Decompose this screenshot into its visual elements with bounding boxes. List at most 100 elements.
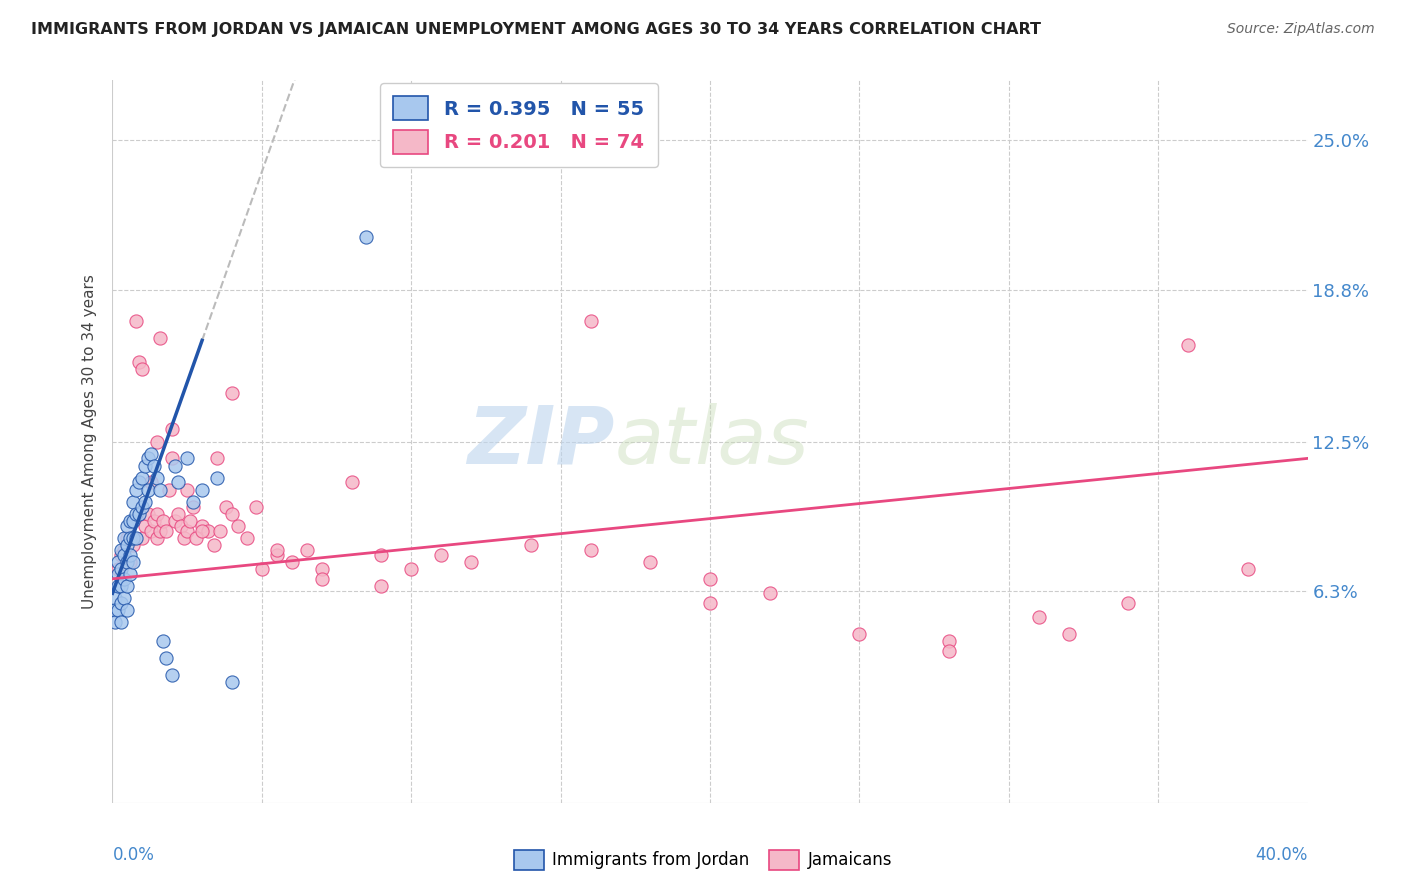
Point	[938, 644, 960, 658]
Point	[117, 555, 139, 569]
Point	[430, 548, 453, 562]
Point	[122, 514, 145, 528]
Point	[266, 548, 288, 562]
Point	[117, 579, 139, 593]
Point	[114, 542, 135, 557]
Point	[236, 531, 259, 545]
Point	[181, 494, 204, 508]
Point	[221, 386, 243, 401]
Point	[128, 507, 150, 521]
Point	[226, 519, 249, 533]
Point	[122, 538, 145, 552]
Point	[104, 603, 127, 617]
Point	[191, 483, 214, 497]
Point	[134, 494, 156, 508]
Point	[370, 579, 392, 593]
Point	[162, 668, 183, 682]
Point	[149, 483, 172, 497]
Point	[107, 562, 129, 576]
Point	[165, 514, 187, 528]
Point	[167, 507, 190, 521]
Point	[122, 555, 145, 569]
Point	[215, 500, 238, 514]
Point	[1057, 627, 1080, 641]
Point	[138, 451, 160, 466]
Point	[120, 567, 142, 582]
Legend: R = 0.395   N = 55, R = 0.201   N = 74: R = 0.395 N = 55, R = 0.201 N = 74	[380, 83, 658, 167]
Point	[138, 507, 160, 521]
Point	[117, 531, 139, 545]
Point	[134, 519, 156, 533]
Point	[266, 542, 288, 557]
Point	[162, 451, 183, 466]
Point	[191, 524, 214, 538]
Point	[114, 572, 135, 586]
Point	[107, 603, 129, 617]
Point	[131, 362, 153, 376]
Point	[186, 531, 208, 545]
Text: atlas: atlas	[614, 402, 810, 481]
Point	[117, 519, 139, 533]
Point	[110, 596, 132, 610]
Point	[131, 500, 153, 514]
Point	[370, 548, 392, 562]
Point	[141, 447, 163, 461]
Point	[122, 494, 145, 508]
Point	[170, 519, 193, 533]
Point	[197, 524, 219, 538]
Point	[143, 458, 166, 473]
Point	[120, 548, 142, 562]
Point	[167, 475, 190, 490]
Point	[114, 548, 135, 562]
Point	[107, 579, 129, 593]
Text: ZIP: ZIP	[467, 402, 614, 481]
Point	[128, 475, 150, 490]
Point	[110, 542, 132, 557]
Point	[120, 531, 142, 545]
Point	[131, 471, 153, 485]
Point	[149, 524, 172, 538]
Point	[138, 483, 160, 497]
Point	[146, 507, 169, 521]
Point	[146, 434, 169, 449]
Point	[356, 230, 378, 244]
Point	[146, 471, 169, 485]
Point	[579, 542, 602, 557]
Point	[209, 524, 232, 538]
Point	[110, 615, 132, 630]
Point	[165, 458, 187, 473]
Point	[146, 531, 169, 545]
Point	[1237, 562, 1260, 576]
Point	[173, 531, 195, 545]
Text: Source: ZipAtlas.com: Source: ZipAtlas.com	[1227, 22, 1375, 37]
Point	[125, 531, 148, 545]
Point	[134, 458, 156, 473]
Point	[848, 627, 870, 641]
Point	[104, 591, 127, 606]
Text: 0.0%: 0.0%	[112, 847, 155, 864]
Point	[281, 555, 304, 569]
Point	[295, 542, 318, 557]
Point	[141, 475, 163, 490]
Point	[579, 314, 602, 328]
Point	[176, 451, 198, 466]
Point	[520, 538, 543, 552]
Point	[125, 483, 148, 497]
Point	[311, 572, 333, 586]
Point	[157, 483, 180, 497]
Point	[125, 314, 148, 328]
Point	[149, 331, 172, 345]
Point	[128, 355, 150, 369]
Point	[155, 524, 177, 538]
Point	[176, 483, 198, 497]
Point	[122, 531, 145, 545]
Point	[104, 615, 127, 630]
Point	[759, 586, 782, 600]
Point	[114, 531, 135, 545]
Point	[110, 579, 132, 593]
Point	[460, 555, 482, 569]
Point	[141, 524, 163, 538]
Point	[311, 562, 333, 576]
Point	[938, 634, 960, 648]
Point	[117, 538, 139, 552]
